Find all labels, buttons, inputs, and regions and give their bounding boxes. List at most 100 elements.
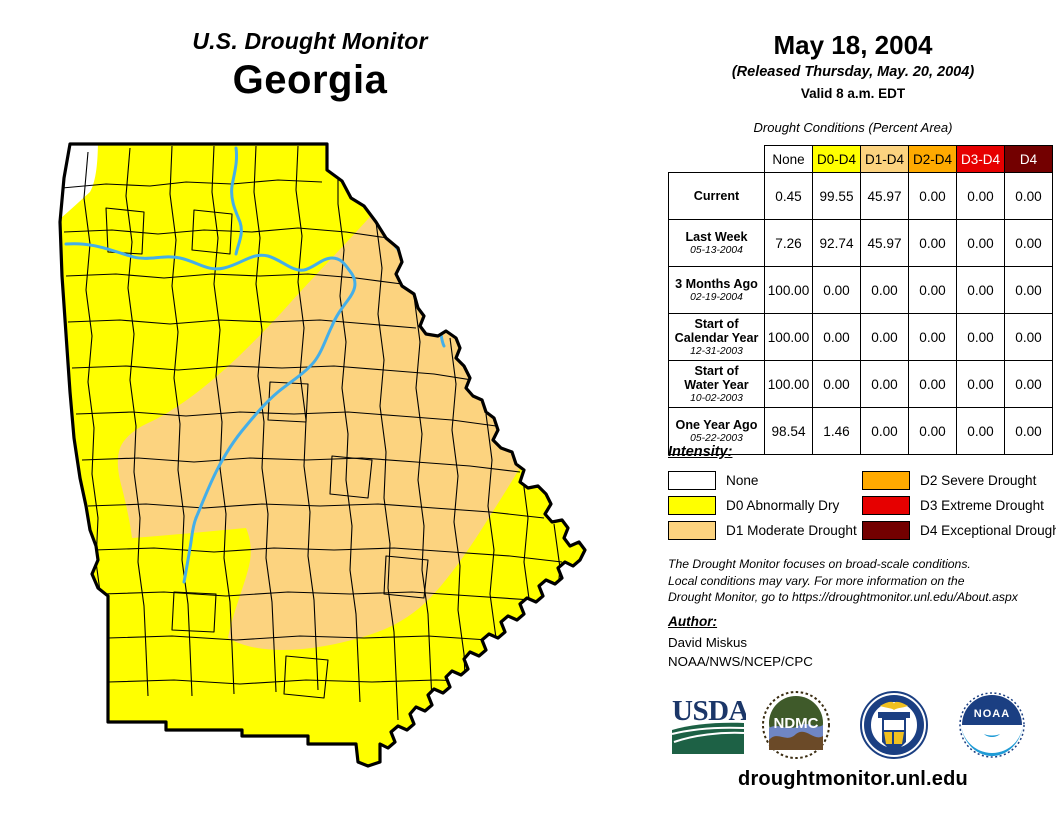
swatch-d3-icon (862, 495, 910, 515)
cell-lastweek-d0d4: 92.74 (812, 219, 861, 267)
map-panel: U.S. Drought Monitor Georgia (46, 28, 636, 798)
cell-calyear-d2d4: 0.00 (908, 313, 957, 361)
cell-oneyear-d2d4: 0.00 (908, 407, 957, 455)
cell-lastweek-d2d4: 0.00 (908, 219, 957, 267)
georgia-drought-map[interactable] (46, 126, 636, 798)
column-header-d2-d4: D2-D4 (908, 145, 957, 173)
disclaimer-text: The Drought Monitor focuses on broad-sca… (668, 557, 1018, 605)
column-header-none: None (764, 145, 813, 173)
row-label-start-water-year: Start of Water Year 10-02-2003 (668, 360, 765, 408)
intensity-heading: Intensity: (668, 444, 733, 460)
website-url[interactable]: droughtmonitor.unl.edu (738, 768, 968, 790)
cell-3months-d0d4: 0.00 (812, 266, 861, 314)
ndmc-logo[interactable]: NDMC (758, 690, 834, 765)
cell-wateryear-d4: 0.00 (1004, 360, 1053, 408)
cell-wateryear-d0d4: 0.00 (812, 360, 861, 408)
cell-calyear-d0d4: 0.00 (812, 313, 861, 361)
page-title-state: Georgia (232, 58, 388, 102)
row-label-start-calendar-year: Start of Calendar Year 12-31-2003 (668, 313, 765, 361)
cell-current-d2d4: 0.00 (908, 172, 957, 220)
cell-wateryear-d2d4: 0.00 (908, 360, 957, 408)
column-header-d4: D4 (1004, 145, 1053, 173)
cell-3months-d3d4: 0.00 (956, 266, 1005, 314)
row-label-name: 3 Months Ago (675, 276, 758, 291)
row-label-name: Last Week (685, 229, 748, 244)
cell-oneyear-d3d4: 0.00 (956, 407, 1005, 455)
swatch-d1-icon (668, 520, 716, 540)
row-label-3-months-ago: 3 Months Ago 02-19-2004 (668, 266, 765, 314)
page-title-monitor: U.S. Drought Monitor (192, 28, 428, 54)
svg-text:NDMC: NDMC (774, 715, 819, 732)
usdc-seal-logo[interactable] (856, 690, 932, 765)
legend-label-d2: D2 Severe Drought (920, 472, 1037, 488)
cell-lastweek-d3d4: 0.00 (956, 219, 1005, 267)
author-heading: Author: (668, 614, 718, 629)
swatch-none-icon (668, 470, 716, 490)
legend-label-d1: D1 Moderate Drought (726, 522, 857, 538)
table-row: Start of Water Year 10-02-2003 100.00 0.… (668, 360, 1053, 408)
usda-logo[interactable]: USDA (670, 690, 750, 765)
cell-calyear-d1d4: 0.00 (860, 313, 909, 361)
cell-calyear-d3d4: 0.00 (956, 313, 1005, 361)
table-row: Current 0.45 99.55 45.97 0.00 0.00 0.00 (668, 172, 1053, 220)
legend-item-d1: D1 Moderate Drought (668, 518, 857, 542)
table-row: Start of Calendar Year 12-31-2003 100.00… (668, 313, 1053, 361)
info-panel: May 18, 2004 (Released Thursday, May. 20… (650, 0, 1056, 816)
noaa-logo[interactable]: NOAA (954, 690, 1030, 765)
legend-column-right: D2 Severe Drought D3 Extreme Drought D4 … (862, 468, 1056, 543)
cell-oneyear-d0d4: 1.46 (812, 407, 861, 455)
column-header-d3-d4: D3-D4 (956, 145, 1005, 173)
cell-current-d3d4: 0.00 (956, 172, 1005, 220)
author-block: David Miskus NOAA/NWS/NCEP/CPC (668, 634, 813, 672)
row-label-name: Current (693, 188, 740, 203)
cell-3months-none: 100.00 (764, 266, 813, 314)
row-label-name: Start of Calendar Year (674, 316, 759, 345)
report-date: May 18, 2004 (773, 30, 933, 60)
swatch-d0-icon (668, 495, 716, 515)
author-name: David Miskus (668, 635, 748, 650)
cell-current-d1d4: 45.97 (860, 172, 909, 220)
row-label-name: One Year Ago (675, 417, 758, 432)
column-header-d1-d4: D1-D4 (860, 145, 909, 173)
row-label-date: 02-19-2004 (690, 291, 743, 303)
cell-calyear-d4: 0.00 (1004, 313, 1053, 361)
cell-wateryear-none: 100.00 (764, 360, 813, 408)
legend-item-d4: D4 Exceptional Drought (862, 518, 1056, 542)
legend-item-d2: D2 Severe Drought (862, 468, 1056, 492)
header-corner-blank (669, 146, 765, 173)
cell-current-d4: 0.00 (1004, 172, 1053, 220)
legend-label-d3: D3 Extreme Drought (920, 497, 1044, 513)
author-agency: NOAA/NWS/NCEP/CPC (668, 653, 813, 669)
legend-column-left: None D0 Abnormally Dry D1 Moderate Droug… (668, 468, 857, 543)
legend-label-none: None (726, 472, 759, 488)
report-valid-time: Valid 8 a.m. EDT (800, 86, 906, 101)
logo-row: USDA NDMC (660, 690, 1056, 774)
legend-label-d0: D0 Abnormally Dry (726, 497, 840, 513)
table-caption: Drought Conditions (Percent Area) (753, 120, 953, 135)
cell-current-d0d4: 99.55 (812, 172, 861, 220)
report-released-date: (Released Thursday, May. 20, 2004) (731, 64, 975, 80)
legend-item-d0: D0 Abnormally Dry (668, 493, 857, 517)
table-header-row: None D0-D4 D1-D4 D2-D4 D3-D4 D4 (669, 145, 1053, 173)
row-label-date: 05-13-2004 (690, 244, 743, 256)
cell-lastweek-d4: 0.00 (1004, 219, 1053, 267)
cell-wateryear-d3d4: 0.00 (956, 360, 1005, 408)
cell-lastweek-none: 7.26 (764, 219, 813, 267)
table-row: One Year Ago 05-22-2003 98.54 1.46 0.00 … (668, 407, 1053, 455)
cell-lastweek-d1d4: 45.97 (860, 219, 909, 267)
drought-conditions-table: None D0-D4 D1-D4 D2-D4 D3-D4 D4 Current … (668, 145, 1053, 455)
cell-oneyear-d4: 0.00 (1004, 407, 1053, 455)
legend-item-d3: D3 Extreme Drought (862, 493, 1056, 517)
cell-3months-d1d4: 0.00 (860, 266, 909, 314)
table-row: 3 Months Ago 02-19-2004 100.00 0.00 0.00… (668, 266, 1053, 314)
cell-oneyear-d1d4: 0.00 (860, 407, 909, 455)
row-label-current: Current (668, 172, 765, 220)
row-label-date: 12-31-2003 (690, 345, 743, 357)
row-label-name: Start of Water Year (684, 363, 749, 392)
svg-text:NOAA: NOAA (974, 708, 1010, 720)
cell-wateryear-d1d4: 0.00 (860, 360, 909, 408)
cell-3months-d2d4: 0.00 (908, 266, 957, 314)
row-label-date: 05-22-2003 (690, 432, 743, 444)
column-header-d0-d4: D0-D4 (812, 145, 861, 173)
